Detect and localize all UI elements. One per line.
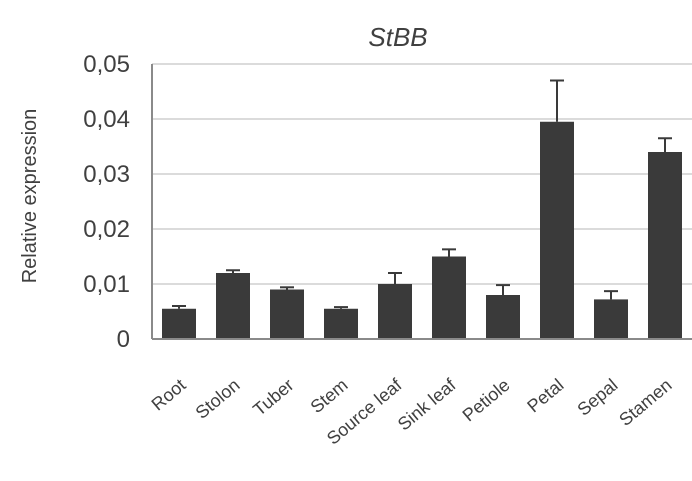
bars bbox=[162, 121, 682, 339]
bar bbox=[378, 284, 412, 339]
chart-title: StBB bbox=[368, 22, 427, 52]
y-axis-ticks: 0 0,01 0,02 0,03 0,04 0,05 bbox=[83, 51, 130, 353]
y-tick-label: 0,04 bbox=[83, 106, 130, 133]
y-tick-label: 0,03 bbox=[83, 161, 130, 188]
bar bbox=[270, 289, 304, 339]
bar bbox=[432, 256, 466, 339]
x-tick-label: Petiole bbox=[459, 375, 514, 426]
x-tick-label: Sepal bbox=[573, 375, 621, 420]
bar bbox=[648, 152, 682, 339]
x-tick-label: Stem bbox=[307, 375, 352, 417]
y-tick-label: 0,05 bbox=[83, 51, 130, 78]
bar bbox=[594, 299, 628, 339]
y-tick-label: 0,02 bbox=[83, 216, 130, 243]
x-tick-label: Stolon bbox=[192, 375, 244, 423]
error-bars bbox=[172, 79, 672, 309]
gridlines bbox=[152, 63, 692, 285]
x-tick-label: Tuber bbox=[249, 375, 297, 420]
bar bbox=[486, 295, 520, 339]
y-tick-label: 0,01 bbox=[83, 271, 130, 298]
bar bbox=[324, 308, 358, 339]
x-tick-label: Petal bbox=[523, 375, 567, 417]
x-tick-label: Stamen bbox=[615, 375, 675, 430]
y-tick-label: 0 bbox=[117, 326, 130, 353]
bar bbox=[216, 273, 250, 339]
x-tick-label: Sink leaf bbox=[394, 374, 461, 434]
y-axis-label: Relative expression bbox=[19, 109, 41, 284]
x-tick-label: Root bbox=[148, 375, 190, 415]
bar bbox=[540, 121, 574, 339]
bar bbox=[162, 308, 196, 339]
